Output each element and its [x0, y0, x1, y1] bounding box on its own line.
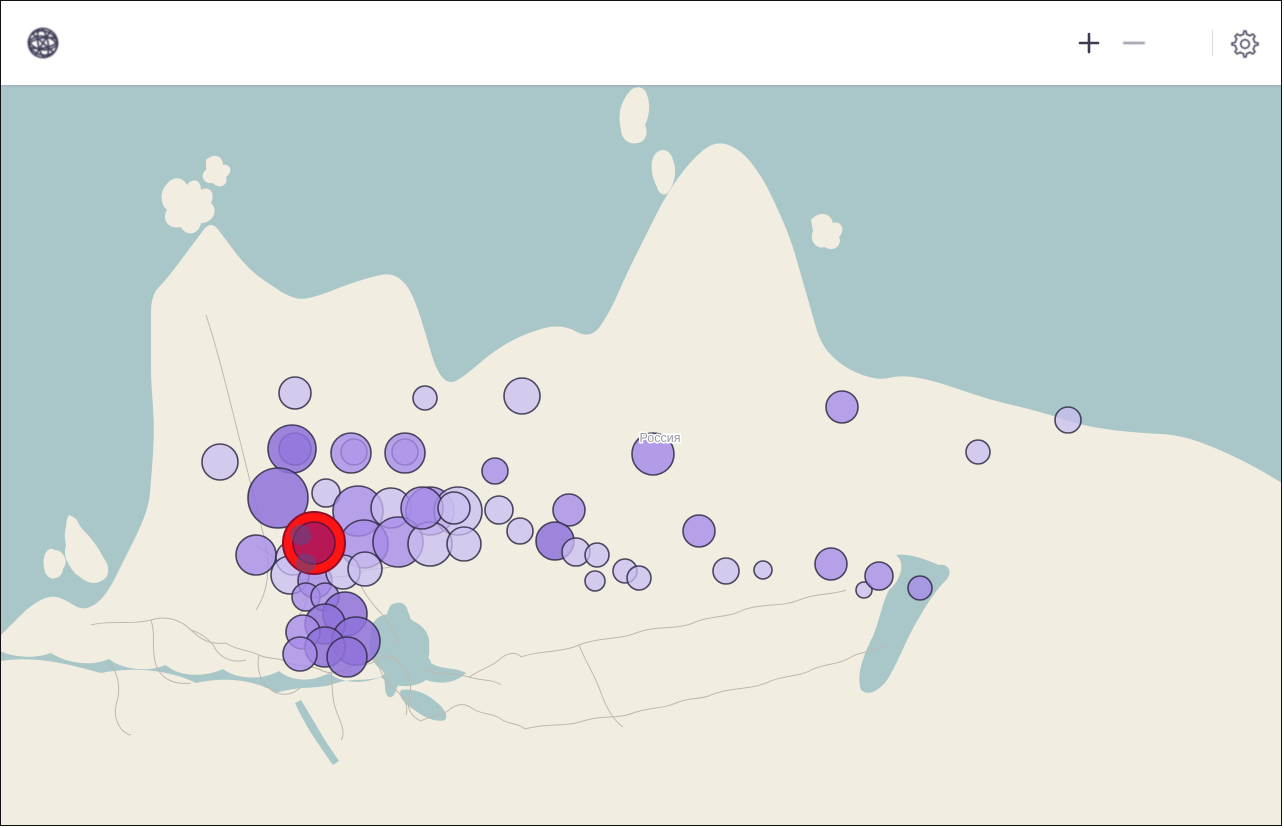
svg-text:Россия: Россия: [640, 431, 681, 445]
